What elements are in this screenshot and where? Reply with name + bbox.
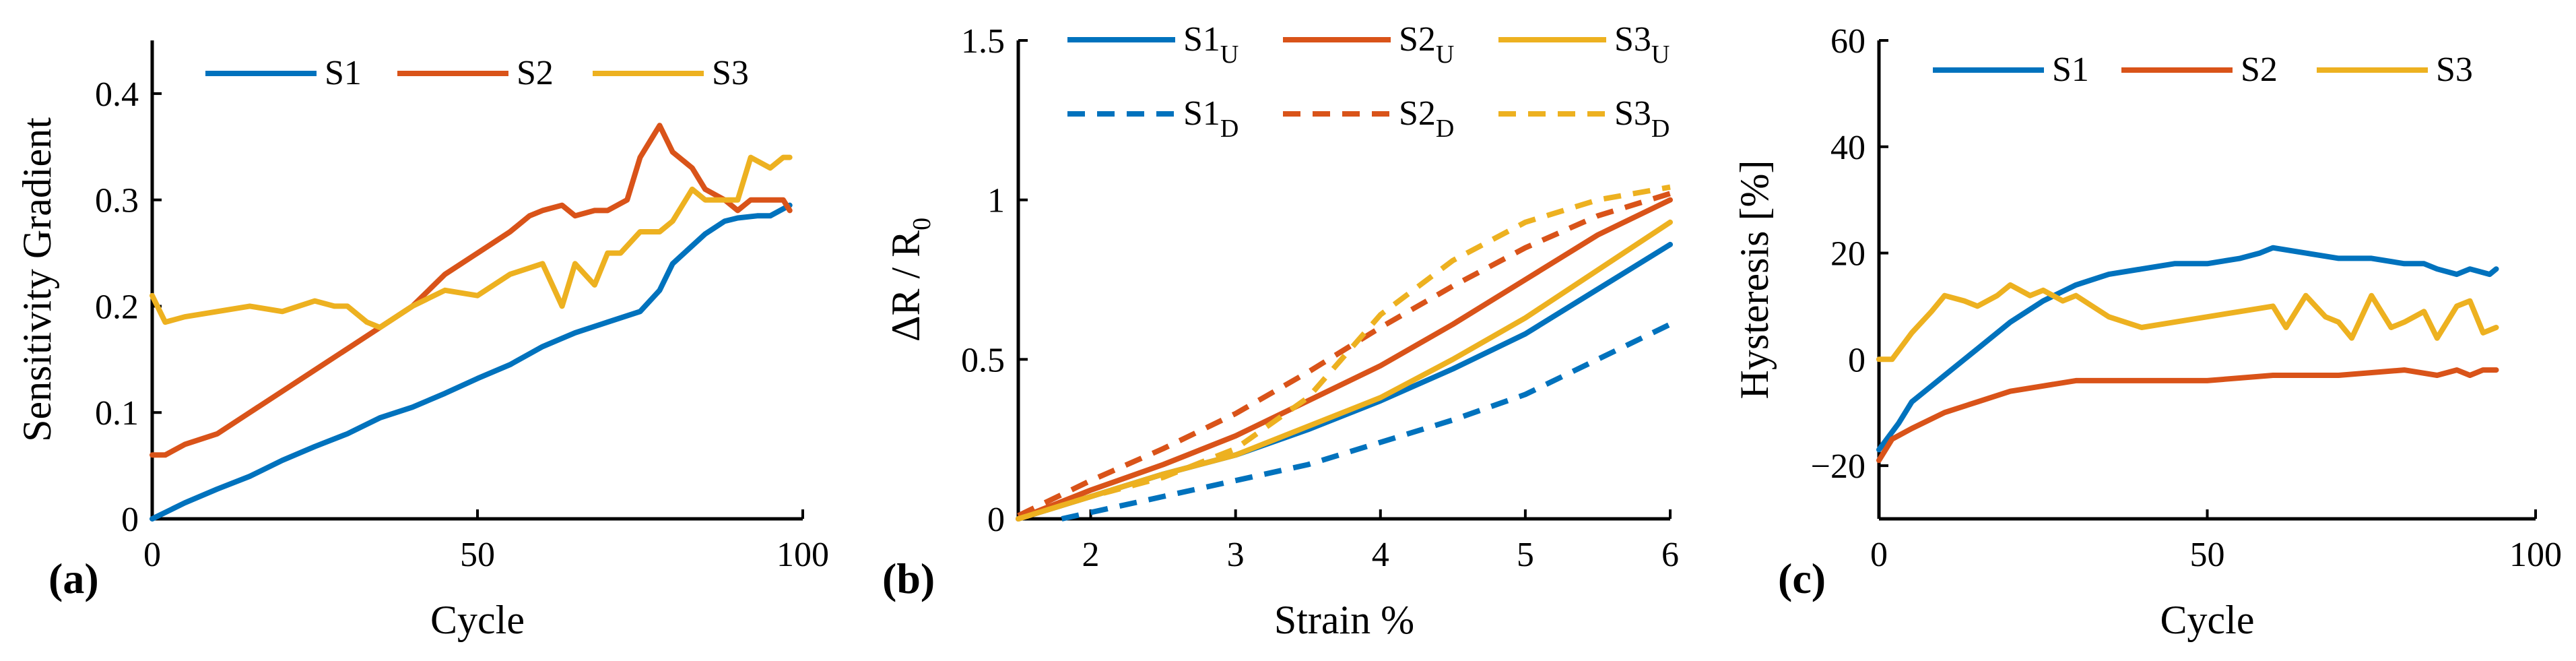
series-line-s1-d — [1061, 321, 1672, 522]
series-line-s2-u — [1016, 197, 1673, 522]
panel-label: (b) — [882, 555, 935, 602]
legend-label: S2 — [2241, 51, 2278, 89]
legend-entry-s3-d: S3D — [1498, 94, 1670, 143]
legend-label-subscript: D — [1436, 115, 1454, 143]
legend-label-text: S2 — [1399, 94, 1436, 133]
legend-label-subscript: U — [1220, 40, 1239, 69]
series-line-s3 — [1876, 282, 2499, 363]
legend-entry-s3: S3 — [593, 54, 749, 92]
x-tick-label: 4 — [1372, 536, 1389, 574]
legend-label-text: S1 — [1183, 94, 1220, 133]
legend-entry-s1-d: S1D — [1067, 94, 1239, 143]
panel-c-hysteresis: 0 50 100 −20 0 20 40 60 Cycle Hysteresis [%] (c) S1… — [1732, 22, 2562, 642]
series-line-s2 — [150, 123, 793, 458]
y-tick-label: −20 — [1811, 447, 1865, 486]
series-line-s3-d — [1017, 184, 1671, 522]
legend-label-text: S3 — [1614, 20, 1651, 59]
legend-entry-s3-u: S3U — [1498, 20, 1670, 69]
x-tick-label: 6 — [1661, 536, 1679, 574]
y-tick-label: 1.5 — [961, 22, 1005, 61]
legend-entry-s2-d: S2D — [1283, 94, 1454, 143]
legend-label-subscript: D — [1220, 115, 1239, 143]
legend-entry-s2: S2 — [2121, 51, 2278, 89]
y-tick-label: 40 — [1830, 129, 1865, 167]
x-axis-label: Strain % — [1274, 598, 1414, 642]
y-tick-label: 20 — [1830, 235, 1865, 274]
panel-label: (a) — [48, 555, 99, 602]
legend-label-text: S1 — [2052, 51, 2089, 89]
panel-label: (c) — [1778, 555, 1826, 602]
x-tick-label: 100 — [777, 536, 829, 574]
legend-label-subscript: U — [1436, 40, 1454, 69]
y-axis-label: Hysteresis [%] — [1732, 160, 1777, 400]
legend-entry-s2: S2 — [397, 54, 554, 92]
series-line-s3-u — [1016, 219, 1673, 522]
y-tick-label: 60 — [1830, 22, 1865, 61]
x-tick-label: 0 — [1870, 536, 1888, 574]
x-tick-label: 3 — [1227, 536, 1245, 574]
series-line-s1 — [150, 202, 793, 522]
legend-label-text: S3 — [2436, 51, 2473, 89]
legend-label-subscript: D — [1651, 115, 1670, 143]
legend-label: S1 — [325, 54, 362, 92]
y-axis-label-group: Hysteresis [%] — [1732, 160, 1777, 400]
legend-entry-s1: S1 — [1933, 51, 2089, 89]
legend-label-text: S3 — [712, 54, 749, 92]
series-line-s2-d — [1017, 191, 1672, 518]
x-tick-label: 50 — [2190, 536, 2225, 574]
legend-label-text: S1 — [1183, 20, 1220, 59]
x-axis-label: Cycle — [430, 598, 525, 642]
x-tick-label: 100 — [2509, 536, 2562, 574]
legend-label: S1U — [1183, 20, 1239, 69]
y-tick-label: 0.1 — [95, 394, 139, 433]
x-tick-label: 50 — [460, 536, 495, 574]
y-tick-label: 0 — [121, 501, 139, 539]
legend-label: S2D — [1399, 94, 1454, 143]
legend-label: S3U — [1614, 20, 1670, 69]
y-tick-label: 0 — [1848, 341, 1865, 379]
legend-label: S3 — [712, 54, 749, 92]
y-tick-label: 0.4 — [95, 75, 139, 114]
y-tick-label: 0.3 — [95, 182, 139, 220]
y-tick-label: 0.5 — [961, 341, 1005, 379]
legend-label-subscript: U — [1651, 40, 1670, 69]
x-tick-label: 0 — [143, 536, 161, 574]
legend-entry-s3: S3 — [2317, 51, 2473, 89]
legend-label: S2U — [1399, 20, 1454, 69]
legend-entry-s2-u: S2U — [1283, 20, 1454, 69]
legend-label-text: S3 — [1614, 94, 1651, 133]
legend-label: S3 — [2436, 51, 2473, 89]
y-axis-label: Sensitivity Gradient — [15, 117, 59, 442]
y-axis-label-text: Sensitivity Gradient — [15, 117, 59, 442]
y-axis-label-text: ΔR / R — [884, 230, 928, 342]
legend-label-text: S1 — [325, 54, 362, 92]
legend-label: S3D — [1614, 94, 1670, 143]
y-axis-label-subscript: 0 — [908, 218, 936, 230]
legend-label-text: S2 — [517, 54, 554, 92]
panel-a-sensitivity-gradient: 0 50 100 0 0.1 0.2 0.3 0.4 Cycle Sensitivity Grad… — [15, 40, 829, 642]
y-axis-label-group: ΔR / R0 — [884, 218, 936, 342]
y-tick-label: 0 — [987, 501, 1005, 539]
x-tick-label: 5 — [1517, 536, 1534, 574]
y-axis-label: ΔR / R0 — [884, 218, 936, 342]
y-tick-label: 0.2 — [95, 288, 139, 326]
legend-entry-s1-u: S1U — [1067, 20, 1239, 69]
legend-label: S2 — [517, 54, 554, 92]
series-line-s1 — [1876, 245, 2499, 453]
y-axis-label-text: Hysteresis [%] — [1732, 160, 1777, 400]
legend-label: S1D — [1183, 94, 1239, 143]
y-tick-label: 1 — [987, 182, 1005, 220]
y-axis-label-group: Sensitivity Gradient — [15, 117, 59, 442]
legend-label-text: S2 — [2241, 51, 2278, 89]
legend-entry-s1: S1 — [205, 54, 362, 92]
legend-label: S1 — [2052, 51, 2089, 89]
x-axis-label: Cycle — [2160, 598, 2255, 642]
legend-label-text: S2 — [1399, 20, 1436, 59]
series-line-s2 — [1876, 367, 2499, 464]
series-line-s3 — [150, 154, 793, 330]
x-tick-label: 2 — [1082, 536, 1100, 574]
